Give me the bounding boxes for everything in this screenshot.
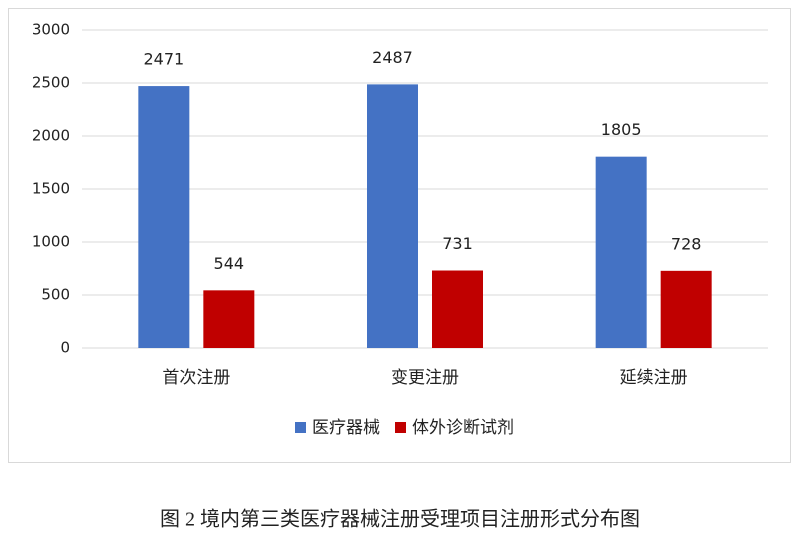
x-tick-label: 变更注册 <box>391 368 459 388</box>
y-tick-label: 2000 <box>32 127 70 145</box>
bar <box>138 86 190 348</box>
y-tick-label: 0 <box>60 339 70 357</box>
legend-label: 医疗器械 <box>312 418 380 438</box>
data-label: 544 <box>214 254 245 273</box>
y-tick-label: 1000 <box>32 233 70 251</box>
bar <box>595 156 647 348</box>
y-tick-label: 500 <box>41 286 70 304</box>
figure-caption: 图 2 境内第三类医疗器械注册受理项目注册形式分布图 <box>160 508 640 531</box>
data-label: 2487 <box>372 48 413 67</box>
legend-swatch <box>295 422 306 433</box>
data-label: 731 <box>442 234 473 253</box>
bar <box>432 270 483 348</box>
y-tick-label: 2500 <box>32 74 70 92</box>
x-tick-label: 延续注册 <box>620 368 688 388</box>
y-tick-label: 1500 <box>32 180 70 198</box>
data-label: 728 <box>671 234 702 253</box>
data-label: 1805 <box>601 120 642 139</box>
legend-swatch <box>395 422 406 433</box>
bar <box>367 84 418 349</box>
legend-label: 体外诊断试剂 <box>412 418 514 438</box>
data-label: 2471 <box>143 50 184 69</box>
bar <box>660 270 712 348</box>
x-tick-label: 首次注册 <box>162 368 230 388</box>
bar <box>203 290 255 348</box>
y-tick-label: 3000 <box>32 21 70 39</box>
